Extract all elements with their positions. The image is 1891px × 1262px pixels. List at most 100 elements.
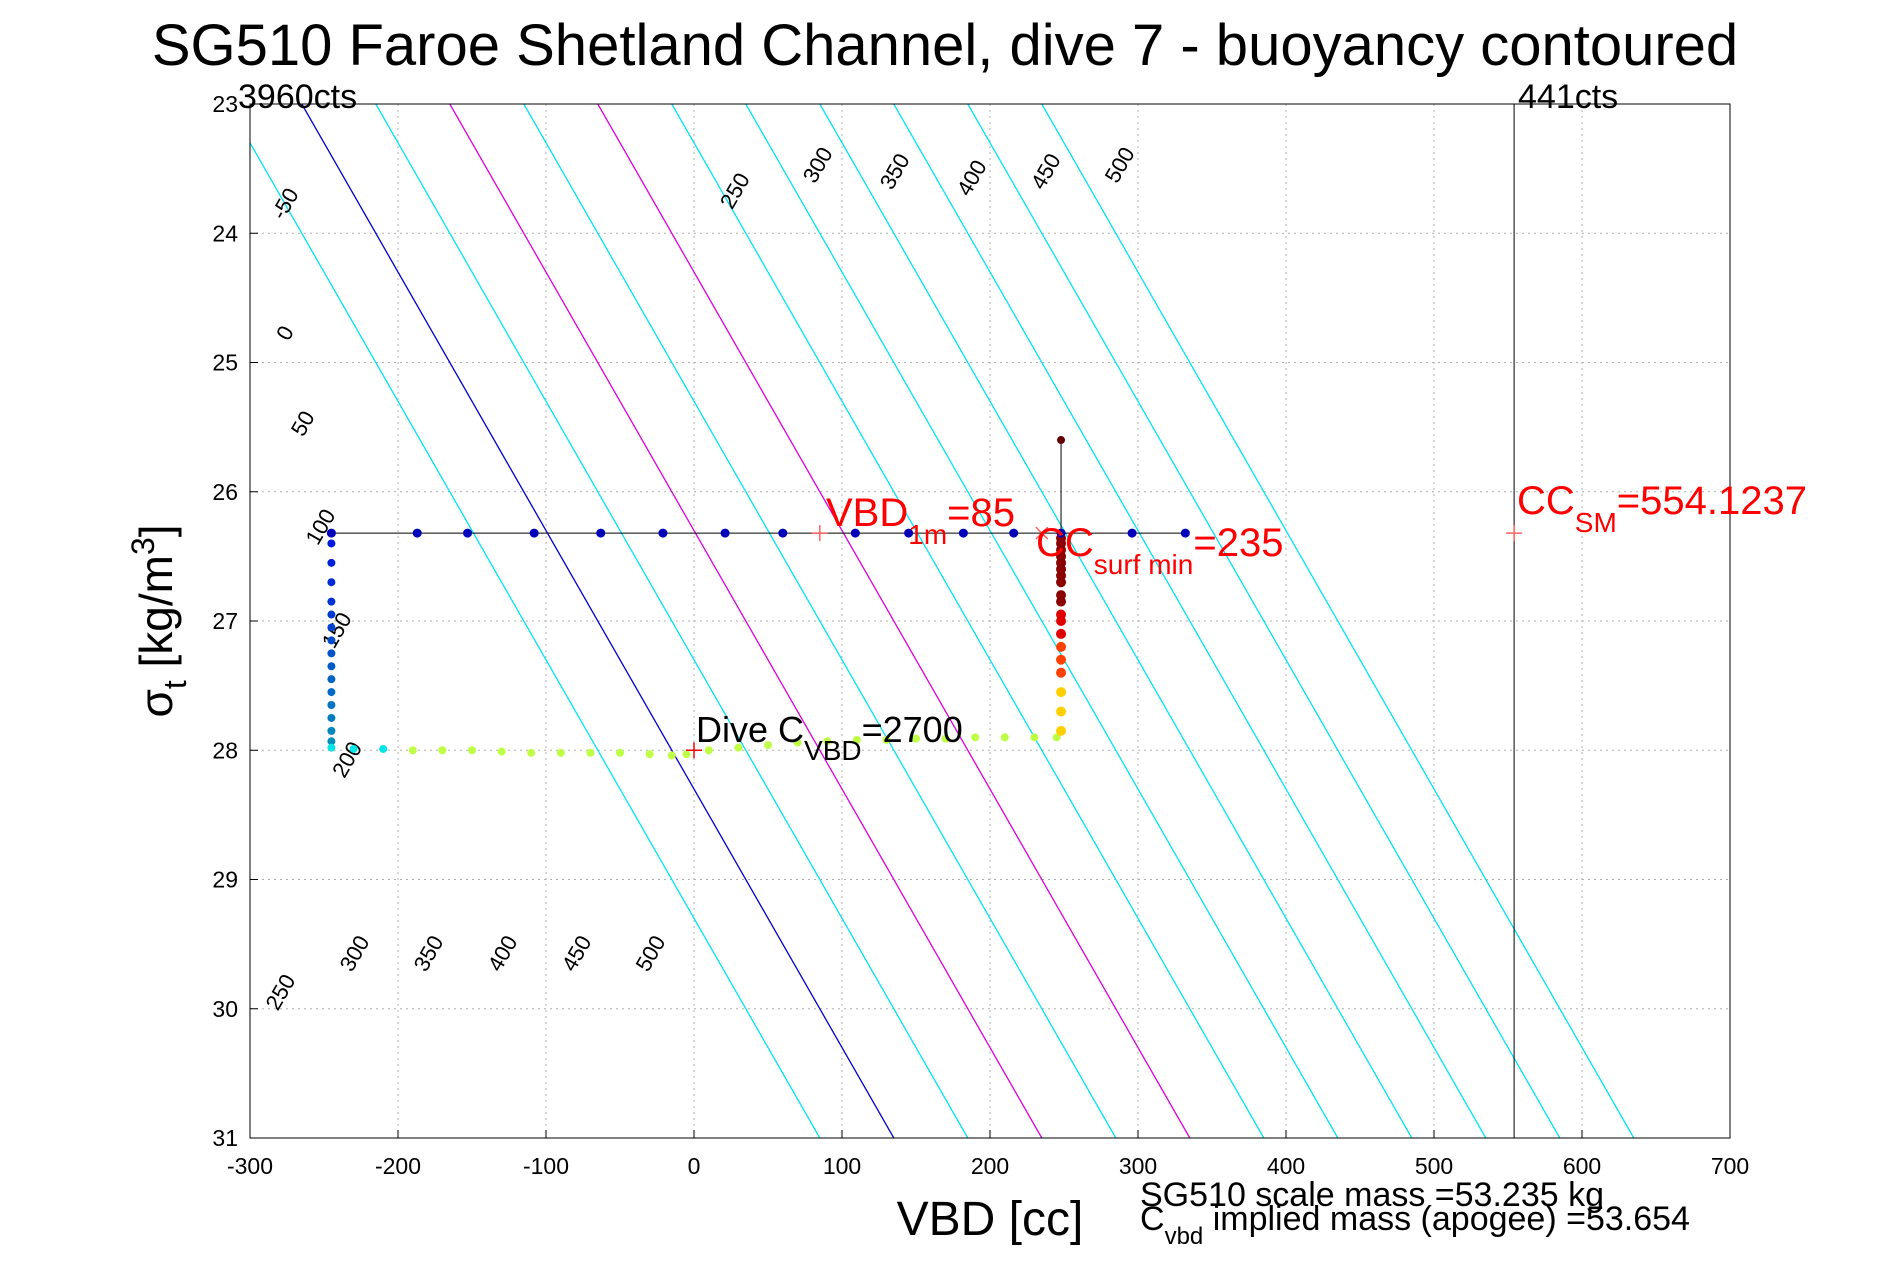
y-axis-label: σt [kg/m3] — [125, 524, 193, 717]
x-tick-label: 0 — [688, 1153, 701, 1179]
dive-point — [408, 746, 417, 755]
dive-point — [327, 675, 336, 684]
y-tick-label: 31 — [212, 1125, 238, 1151]
dive-point — [941, 734, 950, 743]
dive-point — [327, 578, 336, 587]
dive-point — [327, 726, 336, 735]
dive-point — [468, 746, 476, 755]
annotations: VBD1m=85 CCsurf min=235 CCSM=554.1237 Di… — [696, 479, 1807, 766]
x-axis-label: VBD [cc] — [897, 1193, 1084, 1246]
scale-mass-note: SG510 scale mass =53.235 kg — [1140, 1176, 1604, 1214]
surface-point — [904, 528, 914, 538]
dive-point — [912, 734, 920, 743]
x-tick-label: 500 — [1415, 1153, 1453, 1179]
surface-point — [463, 528, 473, 538]
buoyancy-contour-line — [523, 104, 1117, 1138]
dive-point — [704, 746, 713, 755]
buoyancy-contour-line — [250, 141, 821, 1138]
buoyancy-contour-line — [597, 104, 1191, 1138]
dive-point — [667, 751, 676, 760]
dive-point — [327, 610, 336, 619]
dive-point — [327, 662, 336, 671]
y-tick-label: 26 — [212, 479, 238, 505]
climb-point — [1056, 667, 1067, 678]
dive-point — [645, 750, 654, 759]
buoyancy-contour-line — [745, 104, 1339, 1138]
buoyancy-contours — [250, 104, 1635, 1138]
buoyancy-contour-line — [449, 104, 1043, 1138]
dive-point — [327, 743, 336, 752]
climb-point — [1056, 590, 1067, 601]
count-label-right: 441cts — [1518, 78, 1618, 116]
y-tick-label: 30 — [212, 996, 238, 1022]
dive-point — [556, 748, 565, 757]
x-tick-label: 300 — [1119, 1153, 1157, 1179]
dive-point — [527, 748, 536, 757]
implied-mass-note: Cvbd implied mass (apogee) =53.654 — [1140, 1200, 1690, 1250]
x-tick-label: 200 — [971, 1153, 1009, 1179]
surface-point — [596, 528, 606, 538]
dive-point — [734, 743, 743, 752]
x-tick-label: -200 — [375, 1153, 421, 1179]
dive-point — [586, 748, 595, 757]
climb-point — [1056, 687, 1067, 698]
buoyancy-contour-line — [819, 104, 1413, 1138]
surface-point — [850, 528, 860, 538]
dive-point — [852, 735, 861, 744]
cc-sm-annotation: CCSM=554.1237 — [1517, 479, 1807, 538]
x-tick-label: -100 — [523, 1153, 569, 1179]
dive-point — [793, 738, 802, 747]
surface-point — [658, 528, 668, 538]
y-tick-label: 28 — [212, 737, 238, 763]
cc-surf-min-annotation: CCsurf min=235 — [1036, 521, 1283, 580]
y-tick-label: 23 — [212, 91, 238, 117]
dive-point — [327, 597, 336, 606]
dive-point — [349, 744, 358, 753]
data-series — [326, 104, 1523, 1138]
surface-point — [326, 528, 336, 538]
climb-point — [1056, 609, 1067, 620]
surface-point — [529, 528, 539, 538]
dive-point — [497, 747, 506, 756]
dive-point — [882, 735, 891, 744]
x-tick-label: 600 — [1563, 1153, 1601, 1179]
buoyancy-contour-line — [893, 104, 1487, 1138]
x-tick-label: 100 — [823, 1153, 861, 1179]
dive-point — [327, 688, 336, 697]
apex-point — [1057, 436, 1066, 445]
dive-point — [1000, 733, 1009, 742]
surface-point — [778, 528, 788, 538]
dive-point — [327, 623, 336, 632]
buoyancy-contour-line — [1041, 104, 1635, 1138]
chart-title: SG510 Faroe Shetland Channel, dive 7 - b… — [152, 13, 1738, 78]
dive-point — [379, 744, 388, 753]
dive-point — [327, 737, 336, 746]
buoyancy-contour-line — [671, 104, 1265, 1138]
surface-point — [412, 528, 422, 538]
buoyancy-contour-line — [967, 104, 1561, 1138]
dive-point — [327, 558, 336, 567]
climb-point — [1056, 725, 1067, 736]
dive-point — [438, 746, 447, 755]
surface-point — [720, 528, 730, 538]
buoyancy-contour-line — [301, 104, 895, 1138]
x-tick-label: 400 — [1267, 1153, 1305, 1179]
y-tick-label: 29 — [212, 867, 238, 893]
axis-ticks: -300 -200 -100 0 100 200 300 400 500 600 700 23 24 25… — [212, 91, 1749, 1179]
dive-point — [327, 539, 336, 548]
dive-point — [971, 733, 980, 742]
surface-point — [958, 528, 968, 538]
dive-point — [823, 737, 832, 746]
dive-point — [1030, 733, 1039, 742]
y-tick-label: 24 — [212, 220, 238, 246]
buoyancy-contour-line — [375, 104, 969, 1138]
climb-point — [1056, 628, 1067, 639]
dive-cvbd-annotation: Dive CVBD=2700 — [696, 709, 963, 766]
dive-point — [616, 748, 624, 757]
climb-point — [1056, 641, 1067, 652]
y-tick-label: 27 — [212, 608, 238, 634]
x-tick-label: 700 — [1711, 1153, 1749, 1179]
dive-point — [327, 649, 336, 658]
vbd-1m-annotation: VBD1m=85 — [826, 491, 1015, 550]
